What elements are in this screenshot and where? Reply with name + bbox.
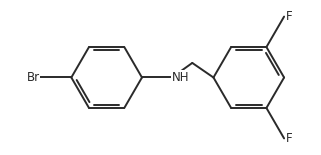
Text: F: F [286, 10, 292, 23]
Text: F: F [286, 132, 292, 145]
Text: NH: NH [172, 71, 189, 84]
Text: Br: Br [26, 71, 39, 84]
